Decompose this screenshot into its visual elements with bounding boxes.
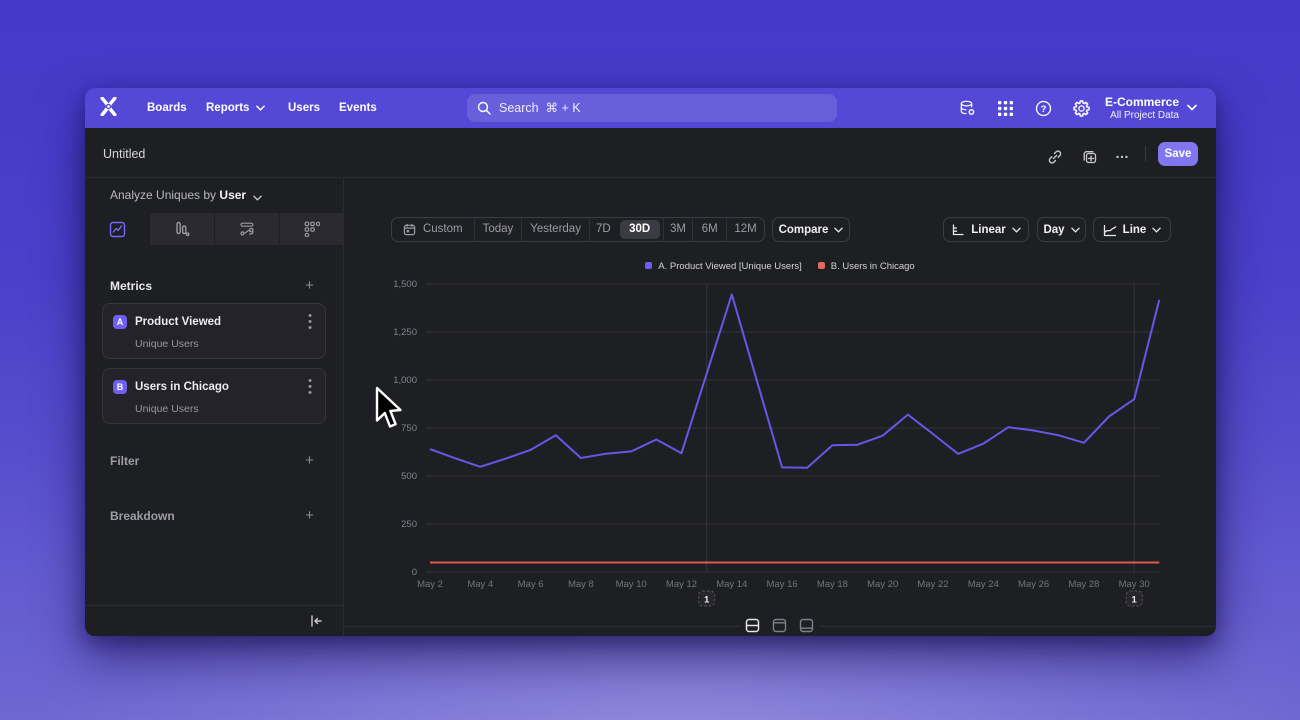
- svg-text:1: 1: [1132, 595, 1138, 606]
- svg-text:1,500: 1,500: [393, 279, 417, 290]
- svg-text:May 10: May 10: [616, 579, 647, 590]
- svg-text:May 22: May 22: [917, 579, 948, 590]
- svg-text:250: 250: [401, 519, 417, 530]
- svg-text:500: 500: [401, 471, 417, 482]
- svg-text:?: ?: [1041, 104, 1047, 115]
- svg-text:May 16: May 16: [767, 579, 798, 590]
- svg-text:750: 750: [401, 423, 417, 434]
- svg-text:May 4: May 4: [467, 579, 493, 590]
- svg-text:May 12: May 12: [666, 579, 697, 590]
- svg-text:May 2: May 2: [417, 579, 443, 590]
- svg-text:May 20: May 20: [867, 579, 898, 590]
- svg-text:0: 0: [412, 567, 417, 578]
- svg-text:May 6: May 6: [518, 579, 544, 590]
- svg-text:1,000: 1,000: [393, 375, 417, 386]
- svg-text:1,250: 1,250: [393, 327, 417, 338]
- svg-text:May 28: May 28: [1068, 579, 1099, 590]
- svg-text:May 8: May 8: [568, 579, 594, 590]
- svg-text:May 26: May 26: [1018, 579, 1049, 590]
- svg-text:May 24: May 24: [968, 579, 999, 590]
- svg-text:May 14: May 14: [716, 579, 747, 590]
- svg-text:May 18: May 18: [817, 579, 848, 590]
- svg-text:1: 1: [704, 595, 710, 606]
- svg-text:May 30: May 30: [1119, 579, 1150, 590]
